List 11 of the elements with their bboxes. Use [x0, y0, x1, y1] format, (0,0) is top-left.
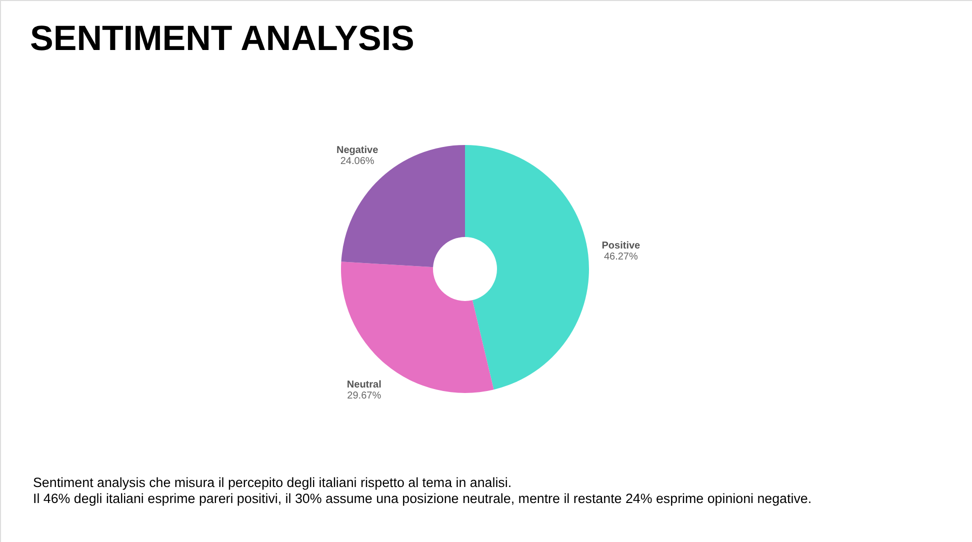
- slice-label: Neutral: [346, 379, 382, 390]
- slice-label: Positive: [602, 240, 641, 252]
- chart-title: SENTIMENT ANALYSIS: [30, 19, 414, 58]
- data-label: 24.06%: [340, 156, 374, 167]
- data-label: 29.67%: [347, 390, 382, 402]
- text: Il 46% degli italiani esprime pareri positivi, il 30% assume una posizione neutrale, mentre il restante 24% esprime opinioni negative.: [33, 491, 812, 506]
- donut-slice: [341, 262, 494, 393]
- text: Sentiment analysis che misura il percepito degli italiani rispetto al tema in analisi.: [33, 475, 512, 490]
- data-label: 46.27%: [604, 252, 638, 263]
- donut-slice: [465, 145, 589, 390]
- slice-label: Negative: [336, 144, 379, 156]
